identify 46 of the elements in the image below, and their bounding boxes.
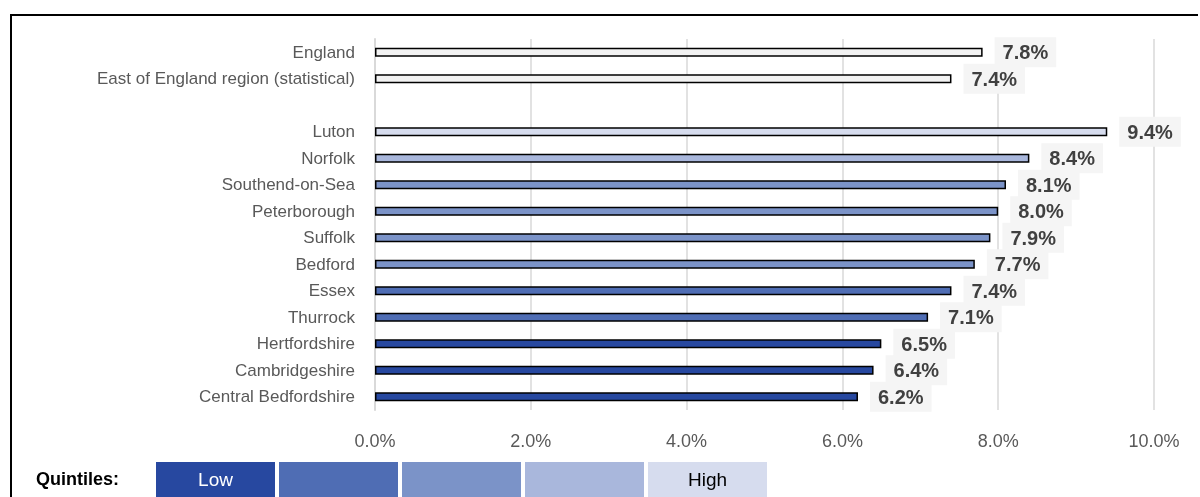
quintile-key: Quintiles: Low High — [36, 462, 771, 497]
bar — [375, 206, 999, 216]
data-label: 8.0% — [1018, 200, 1064, 223]
y-tick-label: Central Bedfordshire — [199, 387, 355, 407]
y-tick-label: Southend-on-Sea — [221, 175, 356, 195]
data-label: 7.4% — [971, 67, 1018, 90]
x-tick-label: 0.0% — [354, 431, 396, 451]
y-tick-label: Hertfordshire — [256, 334, 355, 354]
y-tick-label: Suffolk — [303, 228, 356, 248]
bar — [375, 286, 952, 296]
data-label: 6.2% — [877, 385, 924, 408]
bar — [375, 180, 1006, 190]
x-tick-label: 8.0% — [977, 431, 1019, 451]
bar — [375, 392, 858, 402]
data-label: 8.4% — [1049, 147, 1096, 170]
data-label: 7.9% — [1010, 226, 1057, 249]
y-tick-label: England — [292, 42, 355, 62]
bar — [375, 153, 1030, 163]
data-label: 6.5% — [901, 332, 948, 355]
bar — [375, 312, 929, 322]
data-label: 6.4% — [893, 359, 940, 382]
y-tick-label: Norfolk — [301, 148, 356, 168]
y-tick-label: Peterborough — [251, 201, 355, 221]
x-tick-label: 10.0% — [1128, 431, 1180, 451]
x-tick-label: 4.0% — [666, 431, 708, 451]
data-label: 7.7% — [994, 253, 1041, 276]
bar — [375, 233, 991, 243]
bar — [375, 47, 983, 57]
y-tick-label: Luton — [312, 122, 355, 142]
bar — [375, 259, 975, 269]
data-label: 7.4% — [971, 279, 1018, 302]
y-tick-label: Thurrock — [287, 307, 356, 327]
y-tick-label: East of England region (statistical) — [97, 69, 355, 89]
x-tick-label: 2.0% — [510, 431, 552, 451]
y-tick-label: Essex — [308, 281, 356, 301]
data-label: 9.4% — [1127, 120, 1174, 143]
bar — [375, 365, 874, 375]
data-label: 7.1% — [948, 306, 994, 329]
data-label: 7.8% — [1002, 41, 1049, 64]
bar — [375, 127, 1108, 137]
data-label: 8.1% — [1025, 173, 1072, 196]
bar — [375, 339, 882, 349]
bar — [375, 74, 952, 84]
y-tick-label: Bedford — [295, 254, 355, 274]
x-tick-label: 6.0% — [821, 431, 863, 451]
y-tick-label: Cambridgeshire — [235, 360, 355, 380]
